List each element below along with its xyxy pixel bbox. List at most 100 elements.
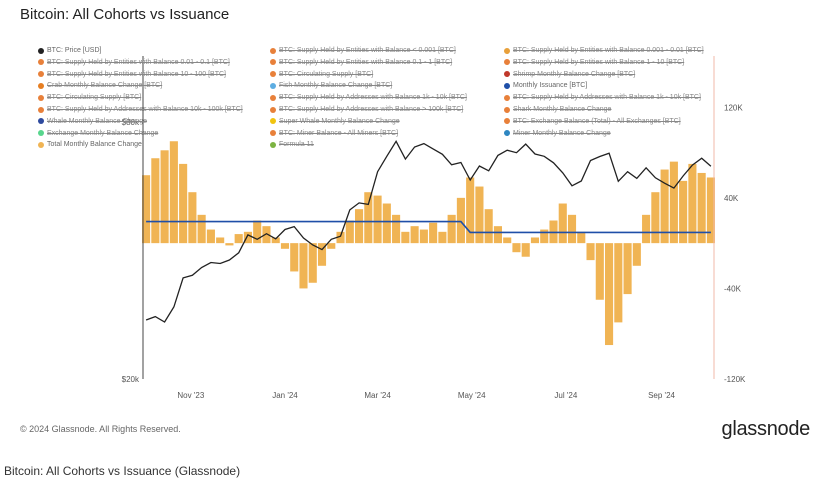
- y-right-tick-label: 120K: [724, 103, 743, 112]
- legend-label: Crab Monthly Balance Change [BTC]: [47, 82, 163, 90]
- legend-label: Whale Monthly Balance Change: [47, 117, 148, 125]
- legend-label: BTC: Supply Held by Addresses with Balan…: [47, 106, 243, 113]
- legend-swatch: [504, 47, 510, 54]
- bar: [336, 231, 345, 244]
- bar: [206, 229, 215, 244]
- legend-swatch: [504, 118, 510, 125]
- bar: [299, 243, 308, 289]
- x-tick-label: Jan '24: [272, 391, 298, 400]
- legend-item[interactable]: BTC: Price [USD]: [38, 47, 101, 54]
- bar: [317, 243, 327, 266]
- legend-swatch: [270, 94, 276, 101]
- bar: [438, 231, 447, 244]
- legend-item[interactable]: Miner Monthly Balance Change: [504, 130, 611, 137]
- bar: [243, 231, 252, 244]
- legend-swatch: [504, 59, 510, 66]
- bar: [660, 169, 669, 244]
- legend-item[interactable]: BTC: Supply Held by Addresses with Balan…: [504, 94, 701, 101]
- legend-item[interactable]: Exchange Monthly Balance Change: [38, 130, 158, 137]
- bar: [558, 203, 567, 244]
- legend-item[interactable]: Shrimp Monthly Balance Change [BTC]: [504, 71, 635, 78]
- legend-label: BTC: Supply Held by Entities with Balanc…: [47, 58, 230, 66]
- bar: [253, 220, 262, 244]
- line-btc-price: [145, 139, 712, 323]
- y-right-tick-label: 40K: [724, 194, 739, 203]
- legend-swatch: [504, 71, 510, 78]
- legend-label: BTC: Miner Balance - All Miners [BTC]: [279, 129, 399, 137]
- bar: [642, 214, 651, 244]
- legend-item[interactable]: Crab Monthly Balance Change [BTC]: [38, 82, 162, 89]
- bar: [651, 192, 660, 244]
- legend-item[interactable]: Total Monthly Balance Change: [38, 141, 142, 148]
- legend-label: BTC: Supply Held by Entities with Balanc…: [47, 70, 226, 78]
- bar: [216, 237, 225, 244]
- legend-label: BTC: Supply Held by Entities with Balanc…: [279, 47, 456, 54]
- bar: [466, 177, 475, 244]
- legend-swatch: [270, 47, 276, 54]
- legend-swatch: [38, 47, 44, 54]
- legend-item[interactable]: BTC: Miner Balance - All Miners [BTC]: [270, 130, 398, 137]
- bar: [605, 243, 614, 346]
- legend-swatch: [270, 130, 276, 137]
- legend-label: BTC: Supply Held by Addresses with Balan…: [279, 106, 464, 113]
- bar: [577, 231, 586, 244]
- legend-item[interactable]: BTC: Circulating Supply [BTC]: [270, 71, 373, 78]
- legend-item[interactable]: Fish Monthly Balance Change [BTC]: [270, 82, 392, 89]
- bar: [429, 222, 438, 244]
- legend-item[interactable]: BTC: Circulating Supply [BTC]: [38, 94, 141, 101]
- bar: [595, 243, 604, 300]
- legend-swatch: [270, 59, 276, 66]
- legend-label: Super Whale Monthly Balance Change: [279, 117, 400, 125]
- legend-label: BTC: Price [USD]: [47, 47, 102, 54]
- legend-item[interactable]: BTC: Supply Held by Addresses with Balan…: [270, 94, 467, 101]
- legend-item[interactable]: BTC: Supply Held by Addresses with Balan…: [38, 106, 243, 113]
- legend-item[interactable]: BTC: Supply Held by Entities with Balanc…: [38, 59, 230, 66]
- y-left-tick-label: $20k: [122, 375, 140, 384]
- legend-swatch: [38, 71, 44, 78]
- bar: [419, 229, 428, 244]
- bar: [484, 209, 493, 244]
- legend-label: BTC: Supply Held by Entities with Balanc…: [513, 58, 685, 66]
- bar: [280, 243, 290, 249]
- y-right-tick-label: -120K: [724, 375, 746, 384]
- chart-title: Bitcoin: All Cohorts vs Issuance: [20, 6, 230, 23]
- y-left-tick-label: $80k: [122, 118, 140, 127]
- bar: [669, 161, 678, 244]
- bar: [345, 220, 354, 244]
- copyright-text: © 2024 Glassnode. All Rights Reserved.: [20, 424, 181, 434]
- legend-swatch: [38, 59, 44, 66]
- legend-swatch: [270, 141, 276, 148]
- legend-swatch: [270, 118, 276, 125]
- bar: [364, 192, 373, 244]
- legend-item[interactable]: BTC: Supply Held by Entities with Balanc…: [270, 59, 452, 66]
- legend-item[interactable]: BTC: Supply Held by Addresses with Balan…: [270, 106, 463, 113]
- legend-item[interactable]: BTC: Supply Held by Entities with Balanc…: [38, 71, 226, 78]
- figure-caption: Bitcoin: All Cohorts vs Issuance (Glassn…: [4, 464, 241, 478]
- bar: [697, 172, 706, 244]
- legend-item[interactable]: Monthly Issuance [BTC]: [504, 82, 587, 89]
- legend-item[interactable]: BTC: Supply Held by Entities with Balanc…: [504, 47, 704, 54]
- legend-label: BTC: Circulating Supply [BTC]: [279, 70, 374, 78]
- x-tick-label: Jul '24: [554, 391, 577, 400]
- legend-item[interactable]: Formula 11: [270, 141, 314, 148]
- legend-item[interactable]: Whale Monthly Balance Change: [38, 118, 147, 125]
- legend-label: Formula 11: [279, 141, 314, 149]
- legend-item[interactable]: Super Whale Monthly Balance Change: [270, 118, 400, 125]
- legend-swatch: [504, 82, 510, 89]
- legend-item[interactable]: BTC: Supply Held by Entities with Balanc…: [504, 59, 684, 66]
- glassnode-logo: glassnode: [721, 418, 811, 440]
- bar: [142, 175, 151, 244]
- bar: [373, 195, 382, 244]
- x-tick-label: May '24: [458, 391, 486, 400]
- legend-swatch: [38, 94, 44, 101]
- legend-item[interactable]: BTC: Supply Held by Entities with Balanc…: [270, 47, 456, 54]
- bar: [706, 177, 715, 244]
- x-tick-label: Nov '23: [177, 391, 204, 400]
- bar: [327, 243, 336, 249]
- legend-item[interactable]: Shark Monthly Balance Change: [504, 106, 611, 113]
- legend-swatch: [38, 82, 44, 89]
- legend-item[interactable]: BTC: Exchange Balance (Total) - All Exch…: [504, 118, 681, 125]
- y-right-tick-label: -40K: [724, 284, 742, 293]
- legend-label: Exchange Monthly Balance Change: [47, 129, 159, 137]
